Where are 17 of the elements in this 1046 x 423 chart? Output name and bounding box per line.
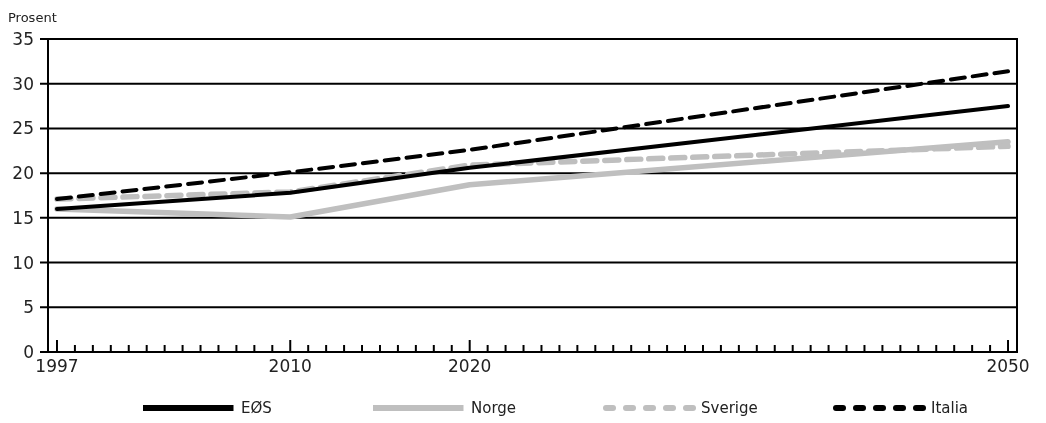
x-tick-label: 2020 (448, 356, 492, 376)
y-tick-label: 20 (12, 163, 34, 184)
y-tick-label: 5 (23, 297, 34, 318)
legend-label: Italia (931, 399, 969, 418)
y-tick-label: 30 (12, 73, 34, 94)
x-tick-label: 2050 (986, 356, 1030, 376)
y-axis-title: Prosent (8, 10, 57, 25)
legend-label: EØS (241, 399, 272, 418)
x-tick-label: 2010 (268, 356, 312, 376)
legend-label: Sverige (701, 399, 758, 418)
legend-label: Norge (471, 399, 517, 418)
y-tick-label: 0 (23, 341, 34, 362)
y-tick-label: 15 (12, 207, 34, 228)
y-tick-label: 10 (12, 252, 34, 273)
y-tick-label: 25 (12, 118, 34, 139)
y-tick-label: 35 (12, 28, 34, 49)
x-tick-label: 1997 (35, 356, 79, 376)
